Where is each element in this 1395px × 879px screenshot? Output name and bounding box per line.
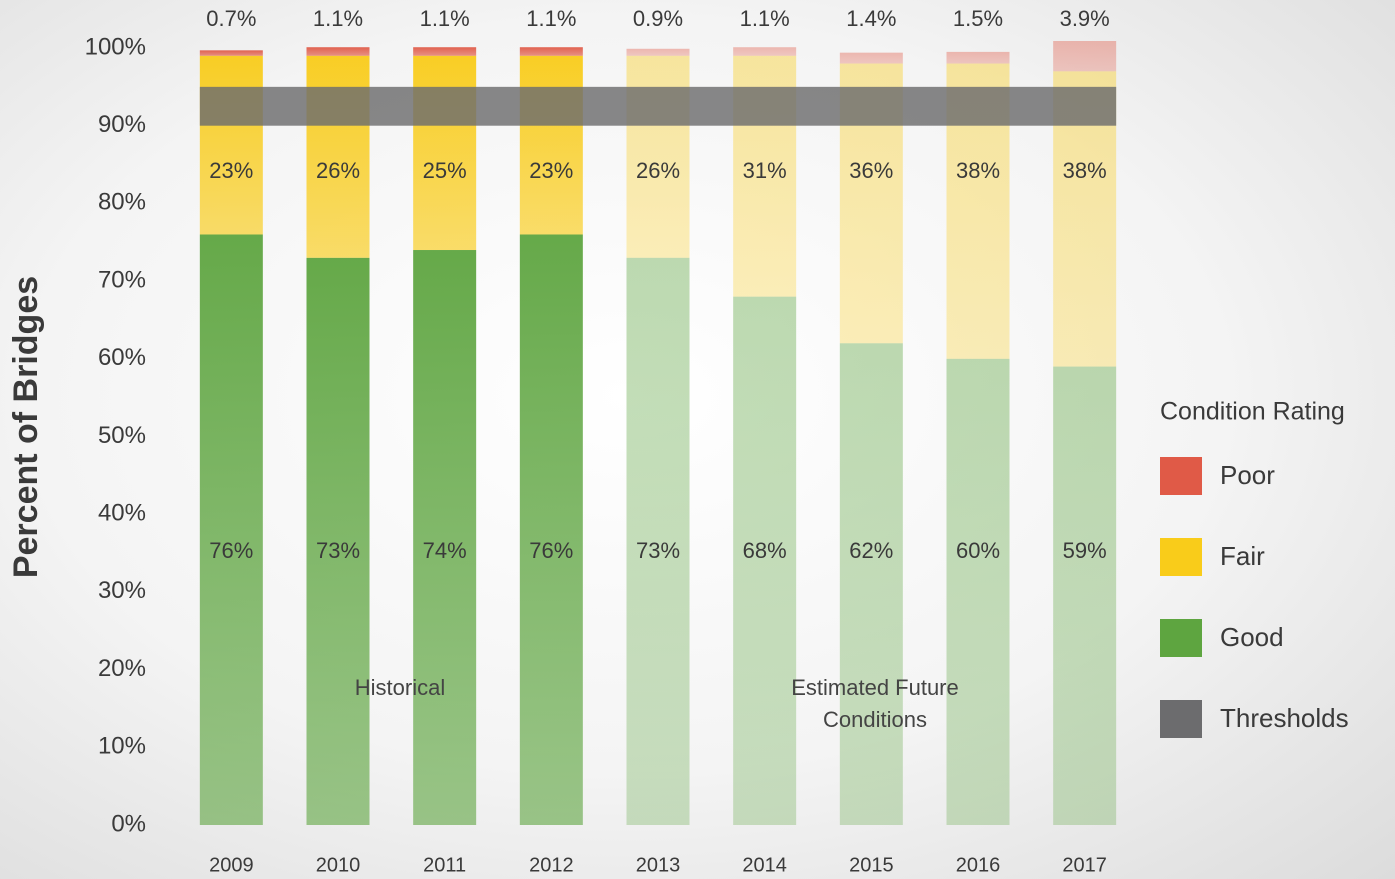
legend-swatch xyxy=(1160,619,1202,657)
y-tick-label: 30% xyxy=(98,577,146,604)
value-label: 0.9% xyxy=(633,6,683,31)
bar-segment xyxy=(413,55,477,251)
value-label: 36% xyxy=(849,158,893,183)
bar-segment xyxy=(839,343,903,825)
legend-label: Fair xyxy=(1220,541,1265,571)
y-tick-label: 90% xyxy=(98,111,146,138)
bar-segment xyxy=(946,358,1010,825)
bar-segment xyxy=(413,250,477,825)
value-label: 73% xyxy=(316,538,360,563)
value-label: 73% xyxy=(636,538,680,563)
y-tick-label: 20% xyxy=(98,655,146,682)
y-tick-label: 50% xyxy=(98,422,146,449)
bar-segment xyxy=(519,55,583,235)
bar-segment xyxy=(733,296,797,825)
legend-swatch xyxy=(1160,457,1202,495)
bar-segment xyxy=(519,47,583,56)
y-tick-label: 10% xyxy=(98,733,146,760)
value-label: 62% xyxy=(849,538,893,563)
annotation: Historical xyxy=(354,675,446,700)
x-tick-label: 2013 xyxy=(636,854,681,876)
bar-segment xyxy=(626,257,690,825)
value-label: 1.4% xyxy=(846,6,896,31)
x-tick-label: 2010 xyxy=(316,854,361,876)
y-tick-label: 70% xyxy=(98,266,146,293)
value-label: 23% xyxy=(529,158,573,183)
bar-segment xyxy=(413,47,477,56)
value-label: 1.5% xyxy=(953,6,1003,31)
bar-segment xyxy=(199,234,263,826)
bar-segment xyxy=(626,55,690,258)
legend-swatch xyxy=(1160,538,1202,576)
value-label: 59% xyxy=(1063,538,1107,563)
value-label: 1.1% xyxy=(420,6,470,31)
legend-title: Condition Rating xyxy=(1160,398,1345,426)
legend-swatch xyxy=(1160,700,1202,738)
y-tick-label: 40% xyxy=(98,500,146,527)
value-label: 26% xyxy=(636,158,680,183)
value-label: 76% xyxy=(529,538,573,563)
value-label: 31% xyxy=(743,158,787,183)
value-label: 68% xyxy=(743,538,787,563)
bar-segment xyxy=(1053,366,1117,825)
bar-segment xyxy=(839,52,903,64)
bar-segment xyxy=(306,257,370,825)
bar-segment xyxy=(306,47,370,56)
legend-label: Thresholds xyxy=(1220,703,1349,733)
value-label: 1.1% xyxy=(740,6,790,31)
y-tick-label: 0% xyxy=(111,810,146,837)
x-tick-label: 2014 xyxy=(742,854,787,876)
legend-label: Good xyxy=(1220,622,1284,652)
y-axis-title: Percent of Bridges xyxy=(7,276,45,578)
x-tick-label: 2015 xyxy=(849,854,894,876)
value-label: 23% xyxy=(209,158,253,183)
value-label: 38% xyxy=(956,158,1000,183)
bar-segment xyxy=(199,50,263,56)
y-tick-label: 80% xyxy=(98,189,146,216)
value-label: 0.7% xyxy=(206,6,256,31)
bar-segment xyxy=(946,51,1010,64)
x-tick-label: 2011 xyxy=(423,854,466,876)
y-tick-label: 100% xyxy=(85,33,146,60)
x-tick-label: 2009 xyxy=(209,854,254,876)
value-label: 26% xyxy=(316,158,360,183)
bar-segment xyxy=(626,48,690,56)
x-tick-label: 2017 xyxy=(1062,854,1107,876)
bar-segment xyxy=(306,55,370,258)
bar-segment xyxy=(519,234,583,826)
value-label: 38% xyxy=(1063,158,1107,183)
bar-segment xyxy=(199,55,263,235)
value-label: 76% xyxy=(209,538,253,563)
value-label: 74% xyxy=(423,538,467,563)
value-label: 25% xyxy=(423,158,467,183)
value-label: 1.1% xyxy=(526,6,576,31)
bar-segment xyxy=(733,47,797,56)
x-tick-label: 2016 xyxy=(956,854,1001,876)
threshold-band xyxy=(199,86,1117,126)
x-tick-label: 2012 xyxy=(529,854,574,876)
value-label: 3.9% xyxy=(1060,6,1110,31)
value-label: 1.1% xyxy=(313,6,363,31)
bar-segment xyxy=(1053,41,1117,72)
annotation: Estimated Future Conditions xyxy=(791,675,959,732)
legend-label: Poor xyxy=(1220,460,1275,490)
value-label: 60% xyxy=(956,538,1000,563)
y-tick-label: 60% xyxy=(98,344,146,371)
